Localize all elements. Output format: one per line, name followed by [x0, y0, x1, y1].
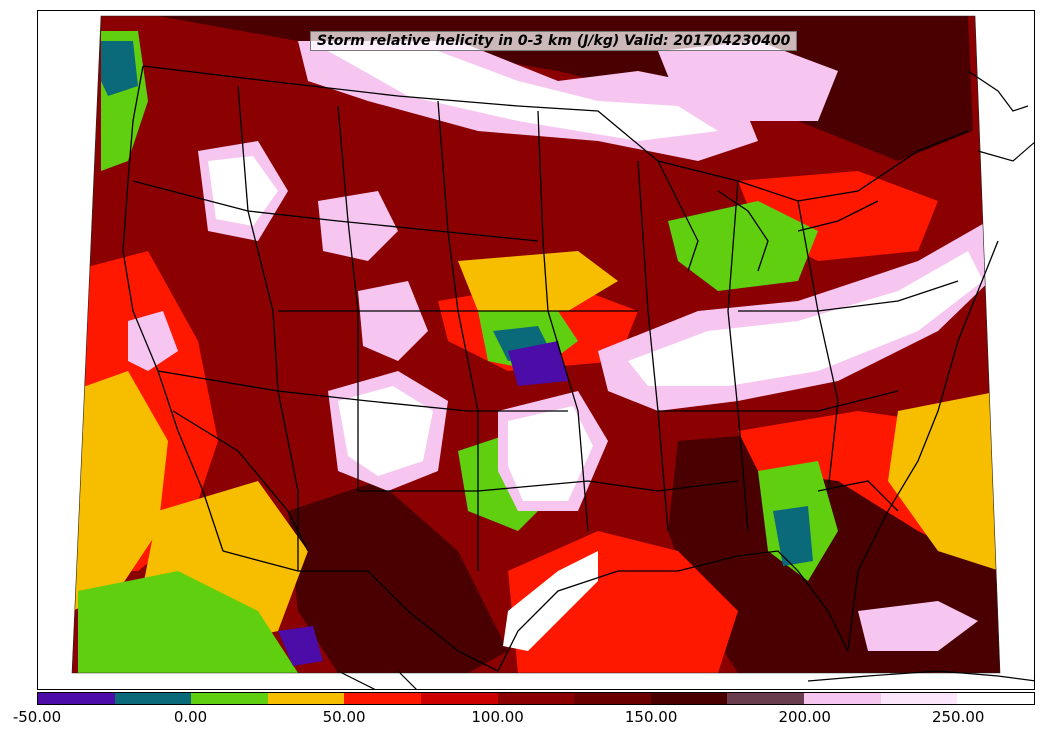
colorbar-tick-label: 200.00 — [778, 708, 831, 726]
colorbar-tick-label: 0.00 — [173, 708, 208, 726]
field-green-southwest — [78, 571, 298, 673]
state-line-10 — [727, 180, 749, 532]
field-pink-plains-north — [318, 191, 398, 261]
field-pink-southeast-coast — [858, 601, 978, 651]
colorbar-tick-label: 250.00 — [931, 708, 985, 726]
colorbar-segment — [344, 693, 422, 704]
map-title: Storm relative helicity in 0-3 km (J/kg)… — [310, 31, 798, 51]
colorbar-segment — [650, 693, 728, 704]
field-maroon-southwest — [288, 481, 508, 673]
state-line-2 — [132, 180, 539, 242]
colorbar-segment — [880, 693, 958, 704]
state-line-4 — [337, 105, 359, 491]
field-pink-rockies — [358, 281, 428, 361]
colorbar-segment — [38, 693, 115, 704]
helicity-map — [71, 15, 1034, 689]
field-red-gulf — [508, 531, 738, 673]
coastlines-outside — [337, 70, 1034, 689]
canada-coast — [967, 70, 1034, 162]
state-line-13 — [738, 280, 959, 312]
field-white-north — [328, 51, 718, 141]
colorbar-segment — [727, 693, 805, 704]
colorbar-segment — [267, 693, 345, 704]
field-purple-plains — [508, 341, 568, 386]
field-white-texas-ok — [508, 406, 593, 501]
state-line-8 — [358, 480, 739, 492]
state-line-1 — [237, 85, 279, 392]
field-white-gulf — [503, 551, 598, 651]
colorbar-segment — [497, 693, 575, 704]
mexico-coast — [337, 670, 417, 689]
colorbar-tick-label: 50.00 — [322, 708, 366, 726]
field-white-southplains — [338, 386, 433, 476]
domain-outline — [71, 15, 1001, 674]
state-line-16 — [817, 480, 899, 512]
state-line-11 — [658, 390, 899, 412]
state-line-12 — [797, 200, 839, 492]
field-purple-southwest — [278, 626, 323, 666]
colorbar-tick-label: -50.00 — [12, 708, 62, 726]
field-yellow-pacific — [72, 371, 168, 611]
pacific-coast — [122, 65, 224, 552]
colorbar-tick-label: 100.00 — [471, 708, 524, 726]
state-line-9 — [637, 160, 669, 532]
great-lakes-shore — [657, 160, 879, 272]
state-boundaries — [122, 65, 999, 672]
field-pink-pacific-nw — [128, 311, 178, 371]
colorbar-ticks: -50.00 0.00 50.00 100.00 150.00 200.00 250.00 — [0, 708, 1044, 734]
field-yellow-southeast — [888, 391, 1000, 571]
field-teal-florida — [773, 506, 813, 566]
colorbar-segment — [804, 693, 881, 704]
field-yellow-plains — [458, 251, 618, 311]
atlantic-coast — [847, 240, 999, 652]
state-line-15 — [277, 390, 299, 571]
field-teal-northwest — [101, 41, 138, 96]
field-pink-northeast — [658, 41, 838, 121]
colorbar-segment — [114, 693, 192, 704]
colorbar-segment — [574, 693, 651, 704]
field-white-ohiovalley — [628, 251, 983, 386]
map-frame: Storm relative helicity in 0-3 km (J/kg)… — [37, 10, 1035, 690]
caribbean-coast — [807, 670, 1034, 682]
gulf-coast — [497, 550, 849, 672]
colorbar-segment — [421, 693, 498, 704]
colorbar — [37, 692, 1035, 705]
colorbar-segment — [957, 693, 1034, 704]
state-line-3 — [157, 370, 568, 412]
field-green-greatlakes — [668, 201, 818, 291]
field-white-great-basin — [208, 156, 278, 226]
colorbar-tick-label: 150.00 — [624, 708, 678, 726]
colorbar-segment — [191, 693, 268, 704]
mexico-border — [222, 550, 499, 672]
